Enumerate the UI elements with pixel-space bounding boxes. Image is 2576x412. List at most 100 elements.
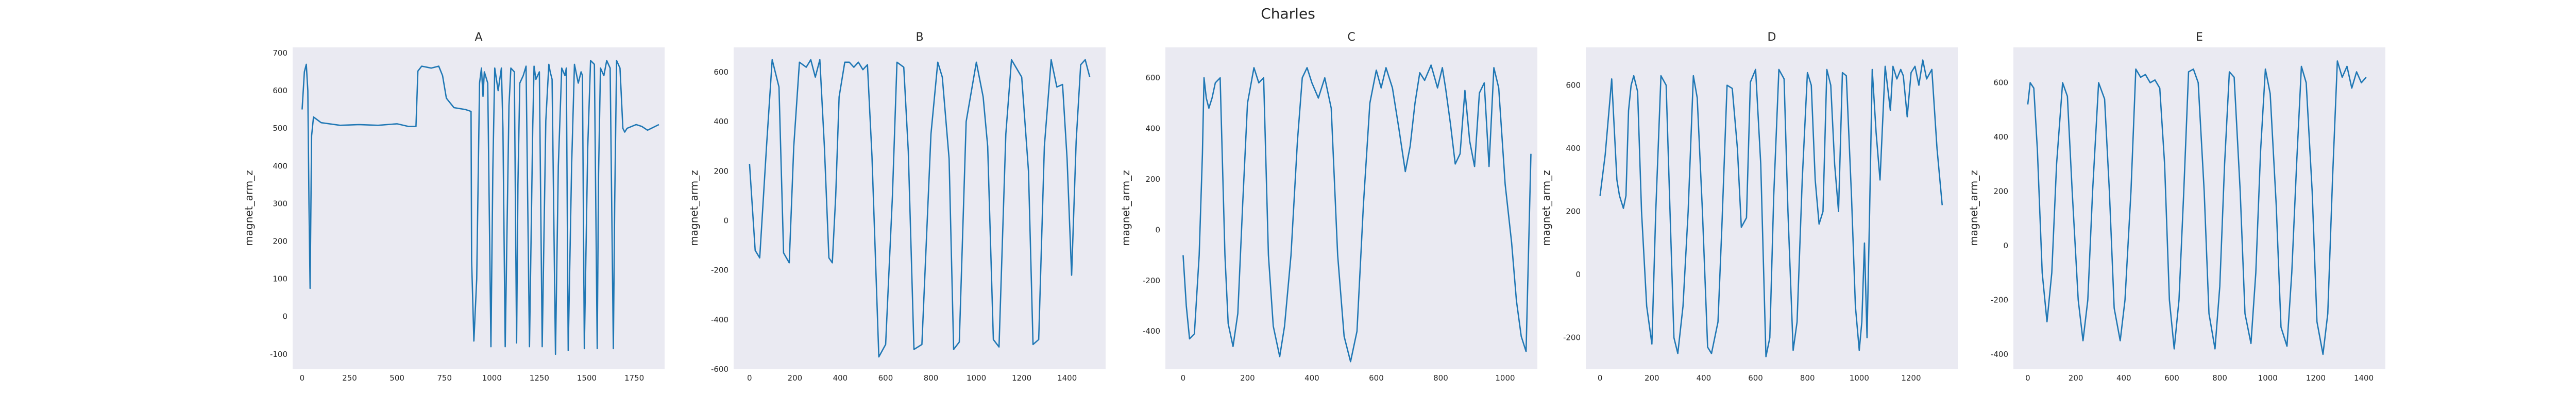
x-tick-label: 600 xyxy=(878,373,893,383)
y-tick-label: 200 xyxy=(714,166,728,176)
x-tick-label: 1000 xyxy=(482,373,502,383)
x-tick-label: 800 xyxy=(924,373,939,383)
x-tick-label: 500 xyxy=(389,373,404,383)
x-tick-label: 0 xyxy=(1598,373,1603,383)
x-tick-label: 750 xyxy=(437,373,452,383)
x-tick-label: 1000 xyxy=(2258,373,2278,383)
x-tick-label: 400 xyxy=(2116,373,2131,383)
y-tick-label: 600 xyxy=(714,67,728,77)
x-tick-label: 1000 xyxy=(1850,373,1869,383)
y-ticks: -400 -200 0 200 400 600 xyxy=(1143,73,1160,336)
series-line xyxy=(301,60,659,355)
x-tick-label: 200 xyxy=(788,373,803,383)
y-tick-label: -200 xyxy=(1991,296,2008,305)
x-tick-label: 250 xyxy=(342,373,357,383)
y-axis-label: magnet_arm_z xyxy=(688,170,700,246)
x-tick-label: 800 xyxy=(1433,373,1448,383)
panel-title: E xyxy=(2196,31,2203,44)
plot-area xyxy=(734,47,1106,369)
y-tick-label: 400 xyxy=(1145,124,1160,133)
x-ticks: 0 200 400 600 800 1000 1200 1400 xyxy=(747,373,1077,383)
y-tick-label: 300 xyxy=(273,199,287,208)
y-ticks: -600 -400 -200 0 200 400 600 xyxy=(711,67,728,374)
panel-A: A magnet_arm_z -100 0 100 200 300 400 500 600 70… xyxy=(243,31,665,383)
x-tick-label: 400 xyxy=(1304,373,1319,383)
y-axis-label: magnet_arm_z xyxy=(1968,170,1980,246)
y-tick-label: 500 xyxy=(273,124,287,133)
y-axis-label: magnet_arm_z xyxy=(1120,170,1132,246)
y-ticks: -200 0 200 400 600 xyxy=(1563,81,1581,342)
x-tick-label: 600 xyxy=(1748,373,1763,383)
y-tick-label: 200 xyxy=(1145,175,1160,184)
series-line xyxy=(1182,64,1532,363)
panel-title: A xyxy=(474,31,482,44)
y-tick-label: 400 xyxy=(273,161,287,170)
y-tick-label: -200 xyxy=(711,266,728,275)
x-tick-label: 400 xyxy=(833,373,848,383)
panel-D: D magnet_arm_z -200 0 200 400 600 0 200 400 600… xyxy=(1540,31,1958,383)
x-tick-label: 0 xyxy=(747,373,752,383)
panel-E: E magnet_arm_z -400 -200 0 200 400 600 0 200 40… xyxy=(1968,31,2385,383)
x-ticks: 0 200 400 600 800 1000 1200 1400 xyxy=(2025,373,2374,383)
y-tick-label: 200 xyxy=(273,236,287,246)
y-tick-label: 600 xyxy=(273,86,287,95)
y-ticks: -100 0 100 200 300 400 500 600 700 xyxy=(270,48,287,359)
y-tick-label: 0 xyxy=(2003,241,2008,250)
y-tick-label: -400 xyxy=(1991,350,2008,359)
y-tick-label: -100 xyxy=(270,350,287,359)
series-line xyxy=(749,59,1091,358)
x-tick-label: 200 xyxy=(2069,373,2083,383)
series-line xyxy=(2027,60,2367,355)
x-tick-label: 200 xyxy=(1240,373,1255,383)
y-tick-label: 200 xyxy=(1993,187,2008,196)
panel-title: D xyxy=(1768,31,1776,44)
y-tick-label: 0 xyxy=(1155,225,1160,234)
panel-title: C xyxy=(1347,31,1355,44)
y-tick-label: -600 xyxy=(711,365,728,374)
x-tick-label: 1400 xyxy=(2354,373,2374,383)
y-tick-label: 400 xyxy=(714,117,728,126)
y-tick-label: 700 xyxy=(273,48,287,58)
x-tick-label: 800 xyxy=(2212,373,2227,383)
x-tick-label: 1400 xyxy=(1057,373,1077,383)
panel-title: B xyxy=(916,31,923,44)
x-tick-label: 1000 xyxy=(967,373,986,383)
y-tick-label: 600 xyxy=(1145,73,1160,82)
y-tick-label: 0 xyxy=(1575,270,1581,279)
x-tick-label: 400 xyxy=(1697,373,1711,383)
x-tick-label: 1200 xyxy=(1901,373,1921,383)
y-tick-label: 0 xyxy=(282,312,287,321)
y-tick-label: 600 xyxy=(1566,81,1581,90)
y-tick-label: 100 xyxy=(273,274,287,284)
series-line xyxy=(1599,59,1943,357)
x-tick-label: 0 xyxy=(1181,373,1186,383)
plot-area xyxy=(293,47,665,369)
y-tick-label: -400 xyxy=(1143,327,1160,336)
y-tick-label: 0 xyxy=(723,216,728,226)
x-tick-label: 200 xyxy=(1645,373,1659,383)
y-tick-label: -200 xyxy=(1143,276,1160,285)
x-ticks: 0 200 400 600 800 1000 1200 xyxy=(1598,373,1921,383)
x-tick-label: 600 xyxy=(2164,373,2179,383)
x-tick-label: 0 xyxy=(300,373,305,383)
panel-B: B magnet_arm_z -600 -400 -200 0 200 400 600 0 2… xyxy=(688,31,1106,383)
y-tick-label: -200 xyxy=(1563,333,1581,342)
y-axis-label: magnet_arm_z xyxy=(1540,170,1552,246)
y-tick-label: 600 xyxy=(1993,78,2008,88)
y-tick-label: 400 xyxy=(1566,144,1581,153)
panel-C: C magnet_arm_z -400 -200 0 200 400 600 0 200 40… xyxy=(1120,31,1537,383)
x-tick-label: 800 xyxy=(1800,373,1815,383)
y-ticks: -400 -200 0 200 400 600 xyxy=(1991,78,2008,359)
y-axis-label: magnet_arm_z xyxy=(243,170,255,246)
figure-title: Charles xyxy=(1261,5,1315,22)
y-tick-label: -400 xyxy=(711,315,728,324)
x-tick-label: 1250 xyxy=(530,373,549,383)
x-tick-label: 600 xyxy=(1369,373,1384,383)
x-ticks: 0 200 400 600 800 1000 xyxy=(1181,373,1515,383)
x-ticks: 0 250 500 750 1000 1250 1500 1750 xyxy=(300,373,645,383)
x-tick-label: 1750 xyxy=(624,373,644,383)
y-tick-label: 400 xyxy=(1993,132,2008,142)
x-tick-label: 0 xyxy=(2025,373,2030,383)
x-tick-label: 1200 xyxy=(1012,373,1031,383)
